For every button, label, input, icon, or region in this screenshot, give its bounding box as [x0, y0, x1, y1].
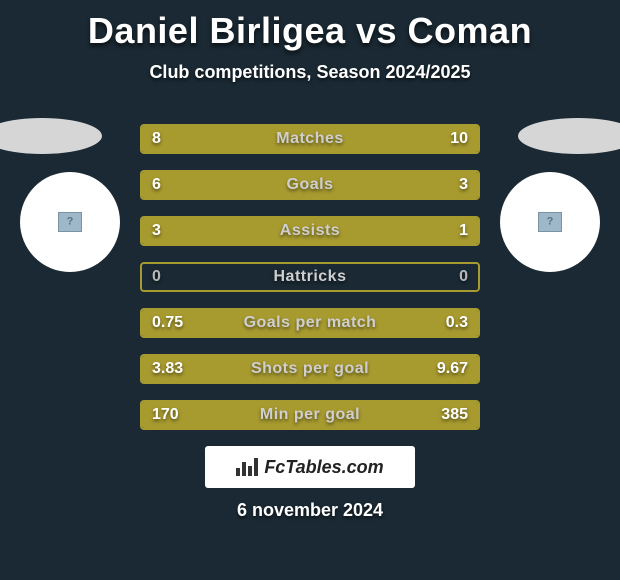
stat-label: Assists: [142, 218, 478, 244]
stat-row: 810Matches: [140, 124, 480, 154]
right-player-graphic: [500, 118, 620, 154]
stat-row: 0.750.3Goals per match: [140, 308, 480, 338]
ellipse-shadow-icon: [0, 118, 102, 154]
brand-badge: FcTables.com: [205, 446, 415, 488]
stat-row: 3.839.67Shots per goal: [140, 354, 480, 384]
ellipse-shadow-icon: [518, 118, 620, 154]
image-placeholder-icon: [58, 212, 82, 232]
player-avatar-right: [500, 172, 600, 272]
stat-row: 00Hattricks: [140, 262, 480, 292]
stat-label: Hattricks: [142, 264, 478, 290]
stat-label: Shots per goal: [142, 356, 478, 382]
stat-label: Goals per match: [142, 310, 478, 336]
left-player-graphic: [0, 118, 120, 154]
stat-label: Matches: [142, 126, 478, 152]
footer-date: 6 november 2024: [0, 500, 620, 521]
stat-row: 63Goals: [140, 170, 480, 200]
image-placeholder-icon: [538, 212, 562, 232]
player-avatar-left: [20, 172, 120, 272]
stat-row: 31Assists: [140, 216, 480, 246]
stat-label: Min per goal: [142, 402, 478, 428]
comparison-bars: 810Matches 63Goals 31Assists 00Hattricks 0.7…: [140, 124, 480, 446]
bar-chart-icon: [236, 458, 258, 476]
page-title: Daniel Birligea vs Coman: [0, 0, 620, 52]
page-subtitle: Club competitions, Season 2024/2025: [0, 62, 620, 83]
brand-text: FcTables.com: [264, 457, 383, 478]
stat-row: 170385Min per goal: [140, 400, 480, 430]
stat-label: Goals: [142, 172, 478, 198]
